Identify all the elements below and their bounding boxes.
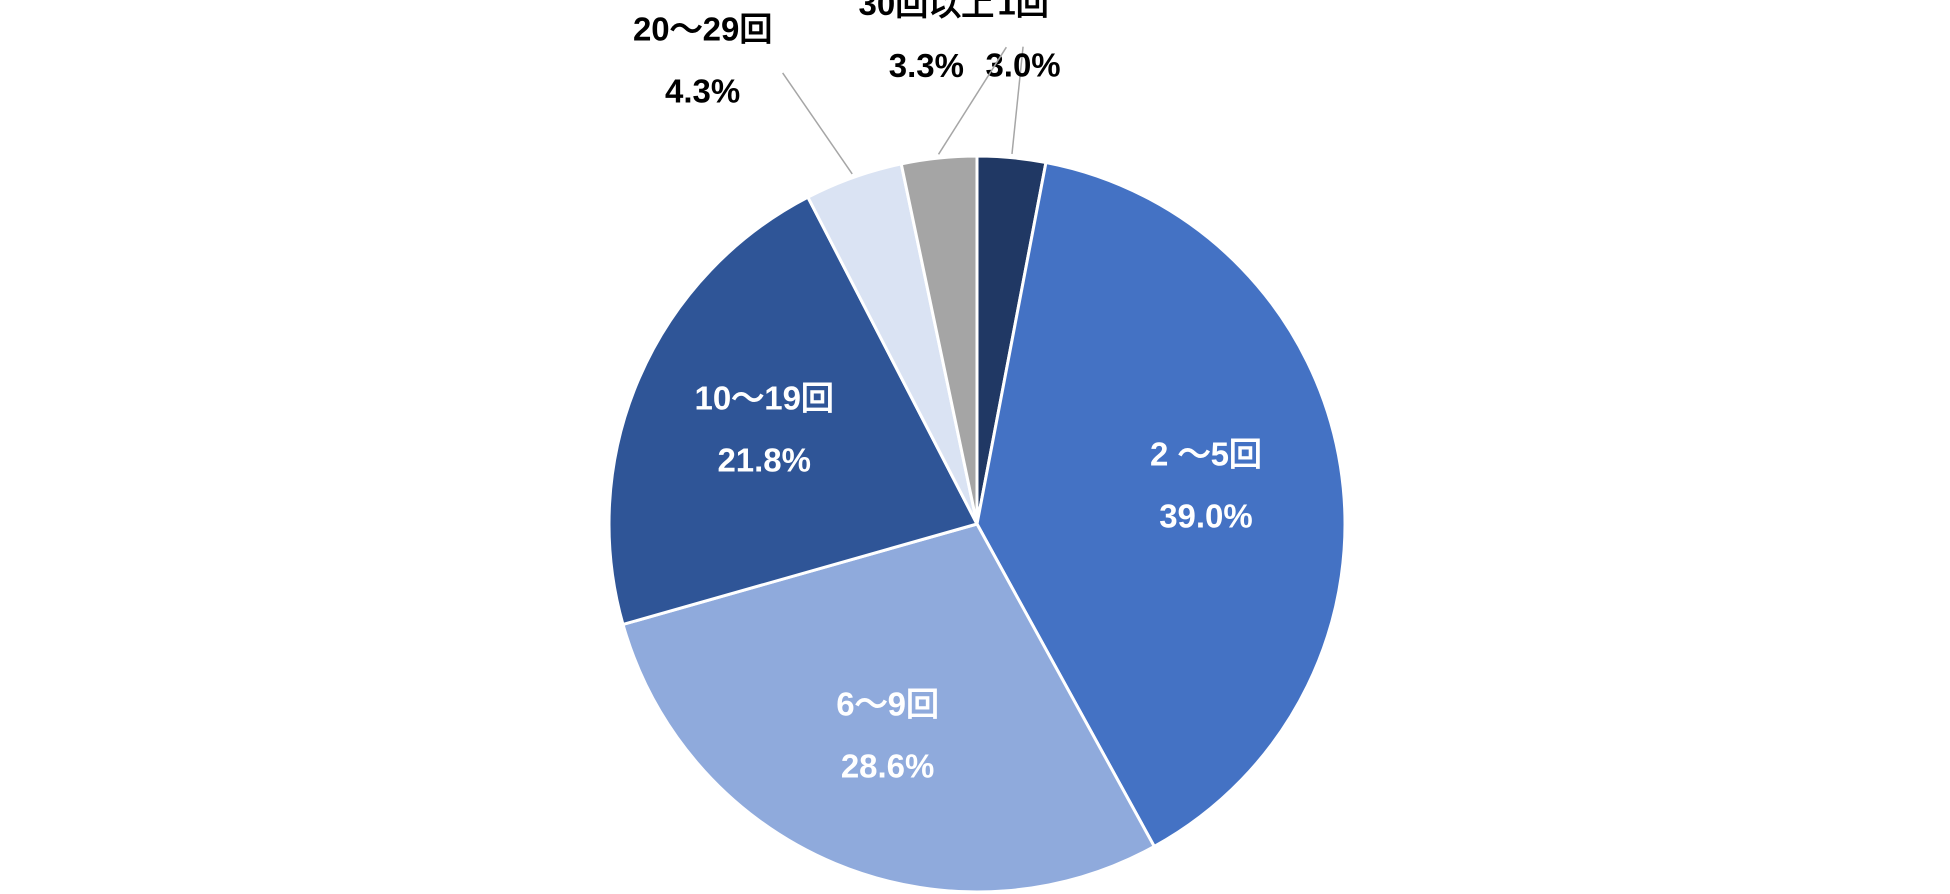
slice-label: 6～9回 — [836, 686, 939, 723]
slice-value-label: 39.0% — [1159, 497, 1253, 534]
slice-value-label: 28.6% — [841, 748, 935, 785]
slice-label: 1回 — [997, 0, 1048, 21]
leader-line — [782, 72, 853, 175]
leader-line — [937, 46, 1007, 155]
leader-line — [1011, 46, 1024, 155]
slice-label: 10～19回 — [695, 380, 834, 417]
pie-slice — [899, 154, 979, 525]
slice-value-label: 3.0% — [985, 46, 1060, 83]
pie-slice — [621, 522, 1157, 894]
slice-label: 2 ～5回 — [1150, 435, 1262, 472]
slice-value-label: 21.8% — [717, 442, 811, 479]
pie-slice — [607, 195, 980, 627]
slice-label: 30回以上 — [858, 0, 994, 22]
slice-value-label: 4.3% — [665, 73, 740, 110]
pie-slice — [975, 160, 1347, 849]
slice-value-label: 3.3% — [889, 47, 964, 84]
slice-label: 20～29回 — [633, 11, 772, 48]
